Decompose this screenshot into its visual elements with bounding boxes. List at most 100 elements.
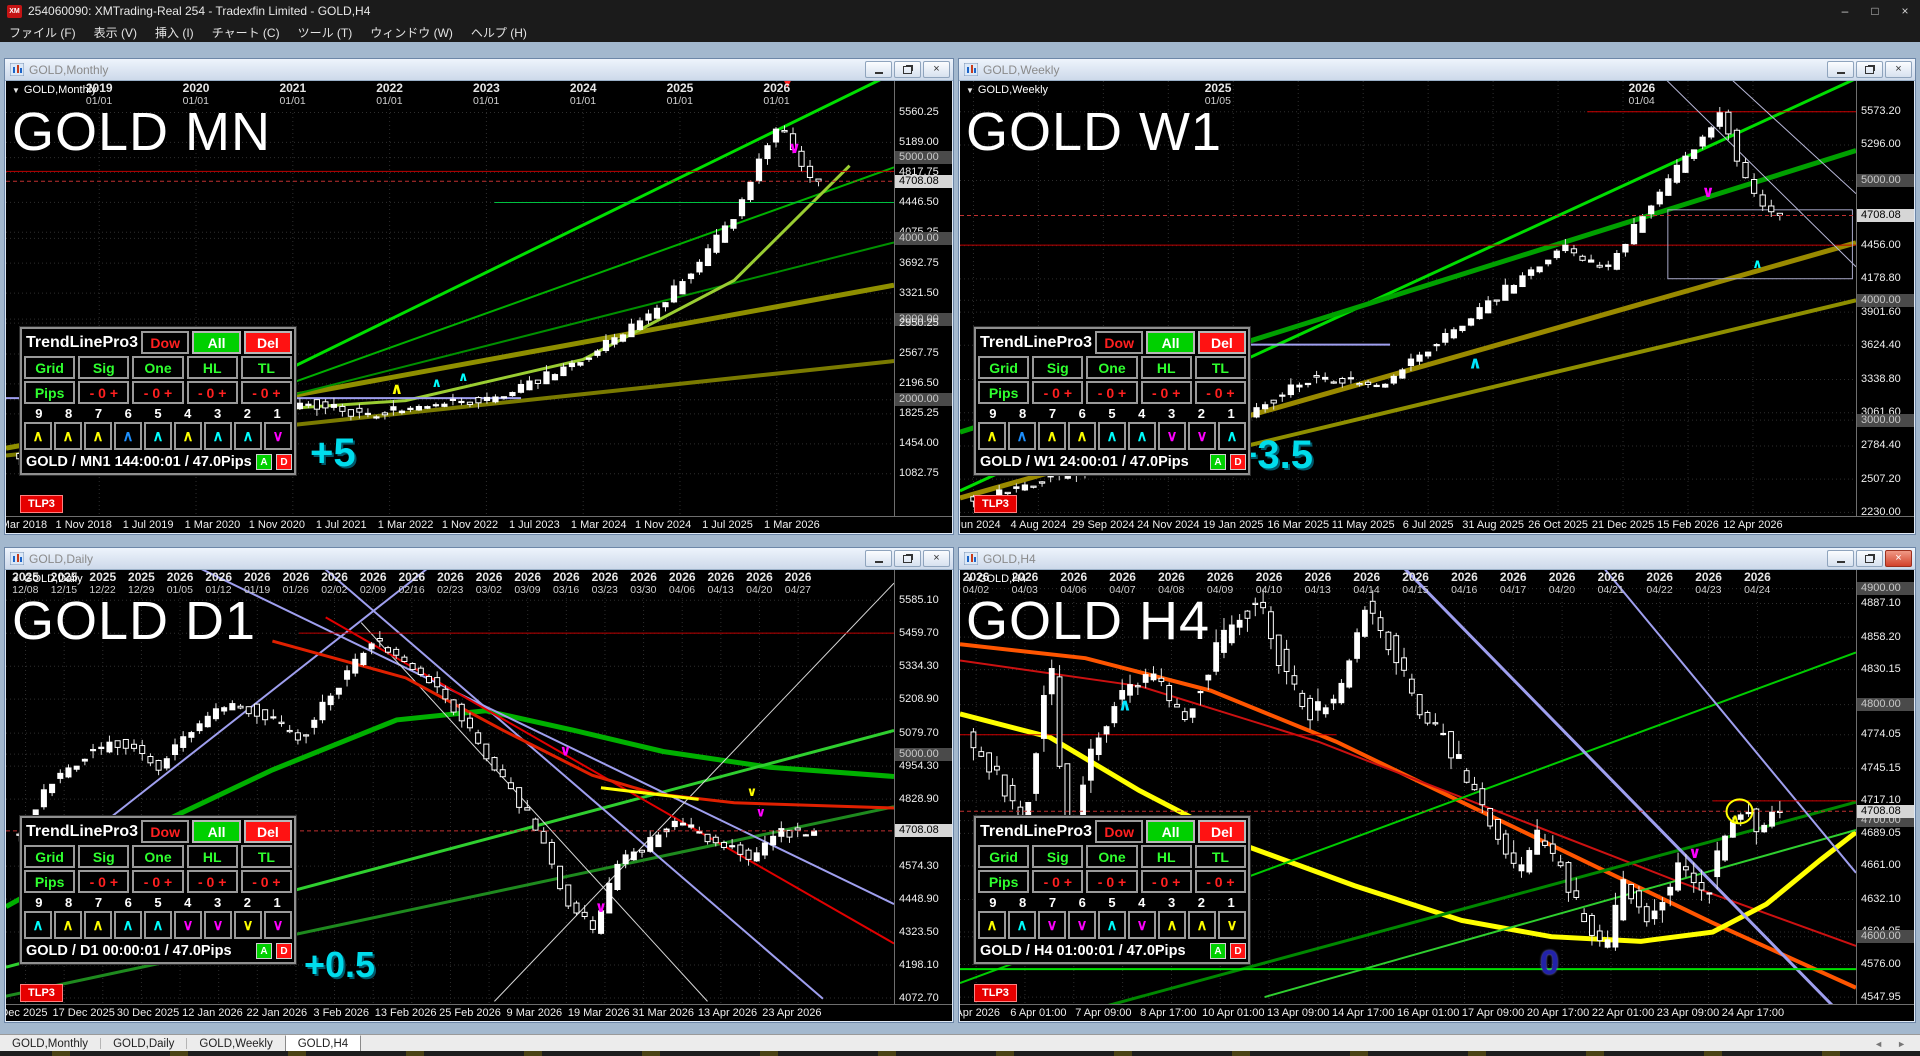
tlp3-tag[interactable]: TLP3 bbox=[974, 984, 1017, 1002]
tlp-a-button[interactable]: A bbox=[1210, 943, 1226, 959]
tlp-adjust-button-1[interactable]: - 0 + bbox=[78, 870, 130, 893]
tlp-arrow-button-7[interactable]: ∧ bbox=[84, 911, 112, 939]
tlp-arrow-button-2[interactable]: ∨ bbox=[1188, 422, 1216, 450]
tlp-arrow-button-2[interactable]: ∧ bbox=[1188, 911, 1216, 939]
window-restore-button[interactable] bbox=[894, 550, 921, 567]
window-minimize-button[interactable] bbox=[1827, 61, 1854, 78]
tlp-arrow-button-1[interactable]: ∨ bbox=[1218, 911, 1246, 939]
tlp-arrow-button-9[interactable]: ∧ bbox=[978, 422, 1006, 450]
tlp-arrow-button-2[interactable]: ∧ bbox=[234, 422, 262, 450]
time-axis-monthly[interactable]: 1 Mar 2018 1 Nov 2018 1 Jul 2019 1 Mar 2020… bbox=[6, 516, 952, 533]
tlp-adjust-button-1[interactable]: - 0 + bbox=[1032, 381, 1084, 404]
tlp-sig-button[interactable]: Sig bbox=[1032, 356, 1084, 379]
tlp-dow-button[interactable]: Dow bbox=[1095, 820, 1144, 843]
tlp-sig-button[interactable]: Sig bbox=[78, 845, 130, 868]
tlp-dow-button[interactable]: Dow bbox=[1095, 331, 1144, 354]
tlp-d-button[interactable]: D bbox=[276, 943, 292, 959]
tlp-tl-button[interactable]: TL bbox=[240, 356, 293, 379]
tlp-arrow-button-1[interactable]: ∨ bbox=[264, 911, 292, 939]
menu-item-0[interactable]: ファイル (F) bbox=[9, 25, 76, 40]
tlp-arrow-button-4[interactable]: ∧ bbox=[1128, 422, 1156, 450]
tlp-tl-button[interactable]: TL bbox=[1194, 356, 1247, 379]
tlp-arrow-button-9[interactable]: ∧ bbox=[24, 422, 52, 450]
tlp-arrow-button-9[interactable]: ∧ bbox=[24, 911, 52, 939]
tab-gold-monthly[interactable]: GOLD,Monthly bbox=[12, 1037, 89, 1050]
tlp-adjust-button-2[interactable]: - 0 + bbox=[132, 870, 184, 893]
tlp-arrow-button-8[interactable]: ∧ bbox=[54, 911, 82, 939]
tlp3-tag[interactable]: TLP3 bbox=[974, 495, 1017, 513]
tlp-one-button[interactable]: One bbox=[132, 845, 184, 868]
tlp-one-button[interactable]: One bbox=[1086, 845, 1138, 868]
tlp-adjust-button-3[interactable]: - 0 + bbox=[186, 870, 238, 893]
chart-plot-daily[interactable]: ∨ ∨ ∨ ∨ 2025 12/08 2025 12/15 2025 12/22 2025 12/29… bbox=[6, 570, 895, 1004]
tlp-hl-button[interactable]: HL bbox=[186, 845, 238, 868]
tlp-arrow-button-2[interactable]: ∨ bbox=[234, 911, 262, 939]
tlp-adjust-button-1[interactable]: - 0 + bbox=[78, 381, 130, 404]
tlp-adjust-button-1[interactable]: - 0 + bbox=[1032, 870, 1084, 893]
tlp-d-button[interactable]: D bbox=[276, 454, 292, 470]
tab-scroll-left-icon[interactable]: ◄ bbox=[1874, 1038, 1884, 1049]
window-close-button[interactable]: × bbox=[923, 550, 950, 567]
tlp3-tag[interactable]: TLP3 bbox=[20, 984, 63, 1002]
menu-item-3[interactable]: チャート (C) bbox=[211, 25, 280, 40]
tab-gold-h4[interactable]: GOLD,H4 bbox=[284, 1035, 362, 1052]
tlp-dow-button[interactable]: Dow bbox=[141, 820, 190, 843]
tlp-one-button[interactable]: One bbox=[132, 356, 184, 379]
tlp-tl-button[interactable]: TL bbox=[1194, 845, 1247, 868]
tlp-arrow-button-5[interactable]: ∧ bbox=[144, 422, 172, 450]
tlp-all-button[interactable]: All bbox=[192, 820, 241, 843]
tlp-pips-button[interactable]: Pips bbox=[978, 870, 1030, 893]
tlp-arrow-button-6[interactable]: ∧ bbox=[114, 911, 142, 939]
menu-item-1[interactable]: 表示 (V) bbox=[93, 25, 138, 40]
tlp-del-button[interactable]: Del bbox=[243, 331, 293, 354]
window-restore-button[interactable] bbox=[1856, 61, 1883, 78]
tlp-grid-button[interactable]: Grid bbox=[978, 845, 1030, 868]
tlp-adjust-button-3[interactable]: - 0 + bbox=[186, 381, 238, 404]
tlp-a-button[interactable]: A bbox=[1210, 454, 1226, 470]
price-axis-monthly[interactable]: 5560.255189.005000.004817.754446.504075.… bbox=[895, 81, 952, 516]
price-axis-daily[interactable]: 5585.10 5459.70 5334.30 5208.90 5079.70 5000.… bbox=[895, 570, 952, 1004]
tlp-arrow-button-9[interactable]: ∧ bbox=[978, 911, 1006, 939]
tlp-adjust-button-4[interactable]: - 0 + bbox=[1194, 870, 1247, 893]
tlp-arrow-button-7[interactable]: ∧ bbox=[1038, 422, 1066, 450]
window-close-button[interactable]: × bbox=[1885, 550, 1912, 567]
window-titlebar-monthly[interactable]: GOLD,Monthly × bbox=[5, 59, 953, 81]
app-titlebar[interactable]: XM 254060090: XMTrading-Real 254 - Trade… bbox=[0, 0, 1920, 22]
window-titlebar-weekly[interactable]: GOLD,Weekly × bbox=[959, 59, 1915, 81]
tlp-arrow-button-4[interactable]: ∨ bbox=[174, 911, 202, 939]
window-titlebar-daily[interactable]: GOLD,Daily × bbox=[5, 548, 953, 570]
tlp-arrow-button-3[interactable]: ∧ bbox=[204, 422, 232, 450]
app-minimize-button[interactable]: – bbox=[1841, 4, 1849, 18]
tlp-sig-button[interactable]: Sig bbox=[1032, 845, 1084, 868]
tlp-arrow-button-1[interactable]: ∨ bbox=[264, 422, 292, 450]
tlp-adjust-button-4[interactable]: - 0 + bbox=[240, 381, 293, 404]
menu-item-4[interactable]: ツール (T) bbox=[297, 25, 353, 40]
tlp-del-button[interactable]: Del bbox=[243, 820, 293, 843]
app-maximize-button[interactable]: □ bbox=[1871, 4, 1879, 18]
tlp-hl-button[interactable]: HL bbox=[1140, 356, 1192, 379]
tlp-del-button[interactable]: Del bbox=[1197, 820, 1247, 843]
window-minimize-button[interactable] bbox=[865, 550, 892, 567]
tlp-arrow-button-3[interactable]: ∨ bbox=[204, 911, 232, 939]
tlp-adjust-button-4[interactable]: - 0 + bbox=[1194, 381, 1247, 404]
tlp-adjust-button-3[interactable]: - 0 + bbox=[1140, 870, 1192, 893]
tlp-adjust-button-3[interactable]: - 0 + bbox=[1140, 381, 1192, 404]
tlp-arrow-button-5[interactable]: ∧ bbox=[1098, 422, 1126, 450]
tlp-a-button[interactable]: A bbox=[256, 943, 272, 959]
tlp-grid-button[interactable]: Grid bbox=[978, 356, 1030, 379]
window-restore-button[interactable] bbox=[894, 61, 921, 78]
window-close-button[interactable]: × bbox=[923, 61, 950, 78]
tlp-arrow-button-4[interactable]: ∧ bbox=[174, 422, 202, 450]
tlp-one-button[interactable]: One bbox=[1086, 356, 1138, 379]
chart-plot-monthly[interactable]: ∧ ∧ ∧ ∨ ▼ 2019 01/01 2020 01/01 2021 01/01 2022 01/0… bbox=[6, 81, 895, 516]
window-restore-button[interactable] bbox=[1856, 550, 1883, 567]
tlp-arrow-button-5[interactable]: ∧ bbox=[1098, 911, 1126, 939]
tlp-adjust-button-2[interactable]: - 0 + bbox=[132, 381, 184, 404]
time-axis-h4[interactable]: 1 Apr 2026 6 Apr 01:00 7 Apr 09:00 8 Apr 17… bbox=[960, 1004, 1914, 1021]
tlp-sig-button[interactable]: Sig bbox=[78, 356, 130, 379]
window-minimize-button[interactable] bbox=[1827, 550, 1854, 567]
tlp-adjust-button-4[interactable]: - 0 + bbox=[240, 870, 293, 893]
tlp-a-button[interactable]: A bbox=[256, 454, 272, 470]
tlp-arrow-button-7[interactable]: ∨ bbox=[1038, 911, 1066, 939]
